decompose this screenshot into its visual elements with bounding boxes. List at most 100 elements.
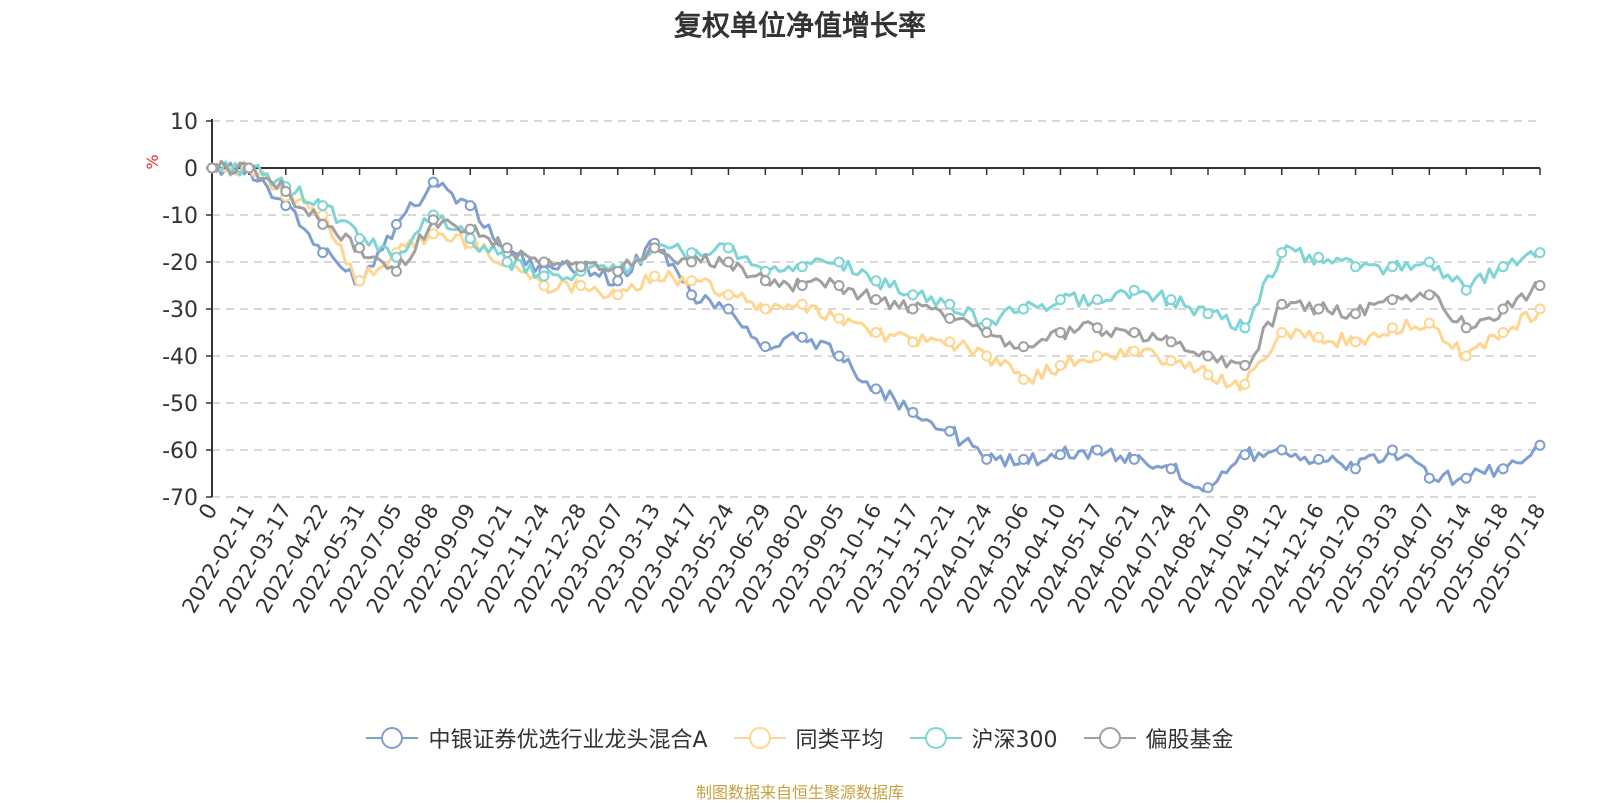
data-point bbox=[1018, 374, 1030, 385]
data-point bbox=[759, 341, 771, 353]
data-point bbox=[1534, 439, 1546, 451]
data-point bbox=[1165, 355, 1177, 367]
data-point bbox=[1460, 472, 1472, 484]
data-point bbox=[907, 289, 919, 301]
data-point bbox=[686, 275, 698, 287]
legend-item[interactable]: 同类平均 bbox=[733, 722, 884, 754]
legend-marker-icon bbox=[1083, 725, 1136, 751]
data-point bbox=[317, 247, 329, 259]
data-point bbox=[944, 312, 956, 324]
data-point bbox=[833, 256, 845, 268]
data-point bbox=[1423, 256, 1435, 268]
y-tick-label: 0 bbox=[184, 157, 198, 182]
data-point bbox=[1313, 303, 1325, 315]
gridlines bbox=[212, 120, 1540, 498]
data-point bbox=[280, 200, 292, 212]
data-point bbox=[1276, 327, 1288, 338]
data-point bbox=[1202, 369, 1214, 381]
data-point bbox=[501, 242, 513, 254]
data-point bbox=[1128, 284, 1140, 296]
data-point bbox=[1054, 327, 1066, 338]
data-point bbox=[1313, 251, 1325, 263]
data-point bbox=[538, 270, 550, 282]
data-point bbox=[944, 425, 956, 437]
data-point bbox=[501, 256, 513, 268]
data-point bbox=[1202, 350, 1214, 362]
y-tick-label: -20 bbox=[162, 251, 198, 276]
data-point bbox=[907, 336, 919, 348]
data-point bbox=[1128, 327, 1140, 338]
data-point bbox=[1239, 322, 1251, 334]
y-axis-unit-label: % bbox=[143, 154, 162, 169]
data-point bbox=[1018, 341, 1030, 353]
data-point bbox=[1460, 322, 1472, 334]
data-point bbox=[1054, 359, 1066, 371]
data-point bbox=[1534, 247, 1546, 259]
data-point bbox=[870, 383, 882, 395]
axes bbox=[206, 119, 1541, 498]
data-point bbox=[280, 186, 292, 197]
legend-item[interactable]: 沪深300 bbox=[909, 722, 1058, 754]
y-tick-label: -10 bbox=[162, 204, 198, 229]
data-point bbox=[870, 327, 882, 338]
data-point bbox=[1165, 463, 1177, 475]
data-point bbox=[1423, 472, 1435, 484]
data-point bbox=[1091, 444, 1103, 456]
data-point bbox=[1165, 294, 1177, 306]
y-tick-label: -60 bbox=[162, 439, 198, 464]
data-point bbox=[390, 265, 402, 277]
data-point bbox=[870, 275, 882, 287]
y-tick-label: -30 bbox=[162, 298, 198, 323]
data-point bbox=[1350, 308, 1362, 320]
data-point bbox=[1202, 482, 1214, 494]
data-point bbox=[1350, 336, 1362, 348]
data-point bbox=[722, 303, 734, 315]
data-point bbox=[1423, 317, 1435, 329]
data-point bbox=[1054, 294, 1066, 306]
data-point bbox=[390, 251, 402, 263]
data-point bbox=[1091, 322, 1103, 334]
data-point bbox=[981, 327, 993, 338]
data-point bbox=[1350, 463, 1362, 475]
data-point bbox=[1386, 261, 1398, 273]
data-point bbox=[796, 261, 808, 273]
y-tick-label: -70 bbox=[162, 486, 198, 511]
data-point bbox=[538, 280, 550, 291]
data-point bbox=[1423, 289, 1435, 301]
tick-labels: 100-10-20-30-40-50-60-70%02022-02-112022… bbox=[143, 110, 1550, 617]
data-point bbox=[1386, 444, 1398, 456]
data-point bbox=[833, 312, 845, 324]
x-tick-label: 0 bbox=[195, 500, 224, 525]
data-point bbox=[907, 303, 919, 315]
data-point bbox=[354, 233, 366, 244]
data-point bbox=[1165, 336, 1177, 348]
legend-label: 同类平均 bbox=[795, 728, 884, 753]
data-point bbox=[944, 298, 956, 310]
legend-label: 中银证券优选行业龙头混合A bbox=[428, 728, 708, 753]
legend-item[interactable]: 偏股基金 bbox=[1083, 722, 1234, 754]
data-point bbox=[1239, 449, 1251, 461]
data-point bbox=[1386, 322, 1398, 334]
data-point bbox=[722, 242, 734, 254]
data-point bbox=[944, 336, 956, 348]
data-point bbox=[649, 270, 661, 282]
data-point bbox=[981, 317, 993, 329]
data-point bbox=[464, 223, 476, 235]
legend-item[interactable]: 中银证券优选行业龙头混合A bbox=[366, 722, 708, 754]
data-point bbox=[390, 218, 402, 230]
data-point bbox=[464, 233, 476, 244]
data-point bbox=[1534, 303, 1546, 315]
data-point bbox=[833, 280, 845, 291]
data-point bbox=[243, 162, 255, 174]
data-point bbox=[759, 275, 771, 287]
data-point bbox=[1128, 453, 1140, 465]
data-point bbox=[1350, 261, 1362, 273]
data-point bbox=[612, 265, 624, 277]
data-point bbox=[1497, 463, 1509, 475]
data-point bbox=[1239, 359, 1251, 371]
chart-title: 复权单位净值增长率 bbox=[673, 9, 926, 42]
data-point bbox=[796, 331, 808, 343]
data-point bbox=[1091, 350, 1103, 362]
series-lines bbox=[206, 159, 1546, 494]
